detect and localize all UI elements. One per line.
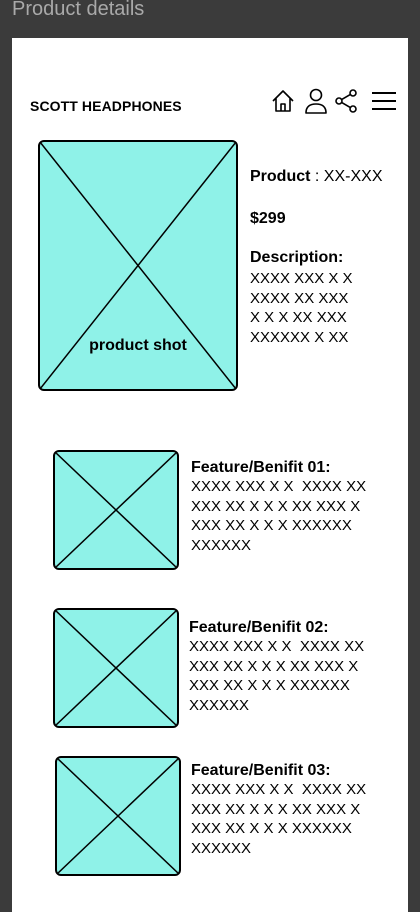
feature-line: XXXX XXX X X XXXX XX xyxy=(191,781,367,798)
feature-line: XXX XX X X X XXXXXX xyxy=(191,820,352,837)
product-code: XX-XXX xyxy=(323,168,383,185)
frame-title: Product details xyxy=(12,0,145,20)
feature-line: XXXXXX xyxy=(189,696,250,714)
description-line: X X X XX XXX xyxy=(250,309,347,326)
feature-block-1: Feature/Benifit 01: XXXX XXX X X XXXX XX… xyxy=(191,459,391,555)
product-label: Product xyxy=(250,168,311,185)
feature-image-3 xyxy=(55,756,181,876)
feature-text-2: XXXX XXX X X XXXX XX XXX XX X X X XX XXX… xyxy=(189,637,389,715)
feature-line: XXX XX X X X XXXXXX xyxy=(189,677,350,694)
feature-line: XXX XX X X X XX XXX X xyxy=(191,800,361,818)
image-placeholder-cross xyxy=(40,142,236,389)
image-placeholder-cross xyxy=(55,610,177,726)
product-price: $299 xyxy=(250,210,286,227)
feature-line: XXXXXX xyxy=(191,536,252,554)
product-image: product shot xyxy=(38,140,238,391)
feature-text-1: XXXX XXX X X XXXX XX XXX XX X X X XX XXX… xyxy=(191,477,391,555)
home-icon[interactable] xyxy=(270,88,296,114)
feature-line: XXX XX X X X XX XXX X xyxy=(189,657,359,675)
feature-block-3: Feature/Benifit 03: XXXX XXX X X XXXX XX… xyxy=(191,762,391,858)
description-label: Description: xyxy=(250,249,344,266)
feature-image-1 xyxy=(53,450,179,570)
feature-label-3: Feature/Benifit 03: xyxy=(191,762,331,779)
share-icon[interactable] xyxy=(334,88,358,114)
feature-line: XXXX XXX X X XXXX XX xyxy=(189,638,365,655)
description-text: XXXX XXX X X XXXX XX XXX X X X XX XXX XX… xyxy=(250,269,375,347)
feature-line: XXXXXX xyxy=(191,839,252,857)
description-line: XXXX XXX X X xyxy=(250,270,353,287)
feature-line: XXXX XXX X X XXXX XX xyxy=(191,478,367,495)
image-placeholder-cross xyxy=(57,758,179,874)
user-icon[interactable] xyxy=(303,88,329,116)
menu-icon[interactable] xyxy=(370,88,398,114)
product-image-label: product shot xyxy=(89,337,187,354)
product-separator: : xyxy=(310,168,324,185)
page-canvas: SCOTT HEADPHONES product shot Product : … xyxy=(12,38,408,912)
feature-line: XXX XX X X X XX XXX X xyxy=(191,497,361,515)
description-line: XXXXXX X XX xyxy=(250,328,349,346)
description-line: XXXX XX XXX xyxy=(250,289,349,307)
feature-line: XXX XX X X X XXXXXX xyxy=(191,517,352,534)
brand-name: SCOTT HEADPHONES xyxy=(30,98,182,114)
feature-image-2 xyxy=(53,608,179,728)
feature-label-2: Feature/Benifit 02: xyxy=(189,619,329,636)
feature-text-3: XXXX XXX X X XXXX XX XXX XX X X X XX XXX… xyxy=(191,780,391,858)
image-placeholder-cross xyxy=(55,452,177,568)
product-code-line: Product : XX-XXX xyxy=(250,168,382,186)
feature-block-2: Feature/Benifit 02: XXXX XXX X X XXXX XX… xyxy=(189,619,389,715)
feature-label-1: Feature/Benifit 01: xyxy=(191,459,331,476)
